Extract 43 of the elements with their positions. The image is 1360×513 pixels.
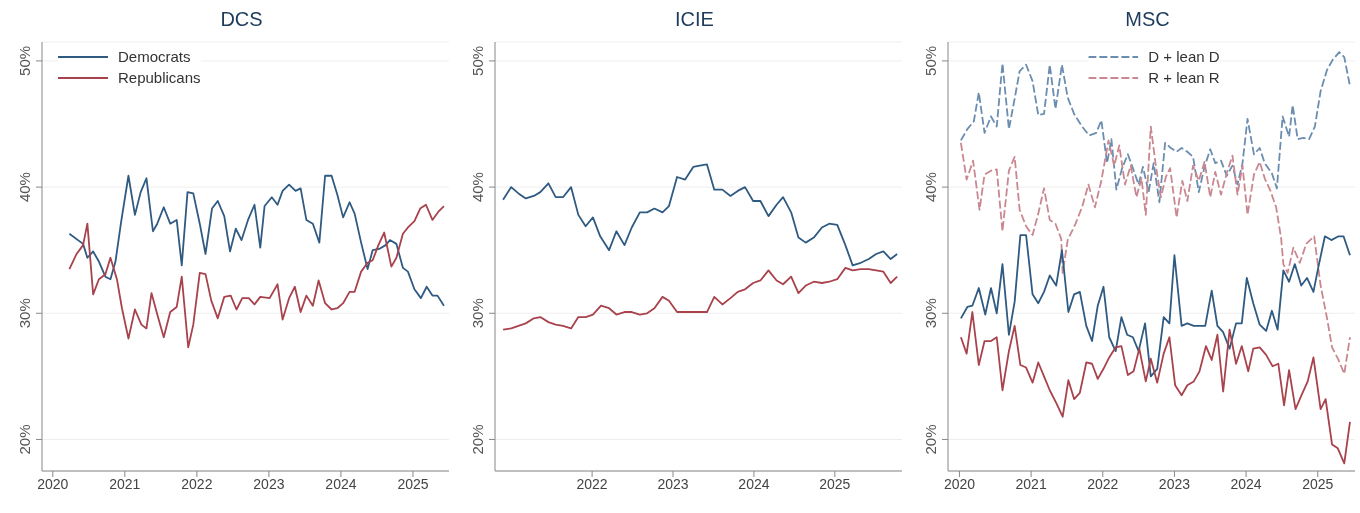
x-tick-label: 2021 xyxy=(1015,475,1047,492)
x-tick-label: 2022 xyxy=(181,475,213,492)
y-tick-label: 50% xyxy=(469,45,486,76)
legend-label: Republicans xyxy=(118,69,201,86)
x-tick-label: 2022 xyxy=(1087,475,1119,492)
x-tick-label: 2022 xyxy=(576,475,608,492)
y-tick-label: 40% xyxy=(922,172,939,203)
line-series xyxy=(960,125,1351,375)
y-tick-label: 30% xyxy=(469,298,486,329)
chart-title: MSC xyxy=(1124,8,1171,31)
y-tick-label: 20% xyxy=(469,424,486,455)
y-tick-label: 20% xyxy=(922,424,939,455)
line-series xyxy=(68,203,445,349)
x-tick-label: 2024 xyxy=(1230,475,1262,492)
x-tick-label: 2020 xyxy=(943,475,976,492)
chart-title: ICIE xyxy=(674,8,715,31)
y-tick-label: 30% xyxy=(16,298,33,329)
y-tick-label: 40% xyxy=(16,172,33,203)
legend-label: D + lean D xyxy=(1148,48,1220,65)
x-tick-label: 2024 xyxy=(738,475,770,492)
y-tick-label: 40% xyxy=(469,172,486,203)
x-tick-label: 2025 xyxy=(397,475,429,492)
x-tick-label: 2024 xyxy=(325,475,357,492)
line-series xyxy=(68,174,445,307)
line-series xyxy=(960,311,1351,465)
legend-label: Democrats xyxy=(118,48,191,65)
line-series xyxy=(502,163,899,267)
x-tick-label: 2023 xyxy=(657,475,689,492)
x-tick-label: 2025 xyxy=(819,475,851,492)
y-tick-label: 20% xyxy=(16,424,33,455)
legend-label: R + lean R xyxy=(1148,69,1220,86)
line-series xyxy=(960,51,1351,204)
chart-title: DCS xyxy=(219,8,264,31)
line-series xyxy=(960,234,1351,378)
x-tick-label: 2020 xyxy=(37,475,69,492)
y-tick-label: 50% xyxy=(16,45,33,76)
x-tick-label: 2023 xyxy=(253,475,285,492)
x-tick-label: 2021 xyxy=(109,475,141,492)
y-tick-label: 50% xyxy=(922,45,939,76)
line-series xyxy=(502,266,899,331)
x-tick-label: 2023 xyxy=(1158,475,1191,492)
y-tick-label: 30% xyxy=(922,298,939,329)
x-tick-label: 2025 xyxy=(1302,475,1334,492)
